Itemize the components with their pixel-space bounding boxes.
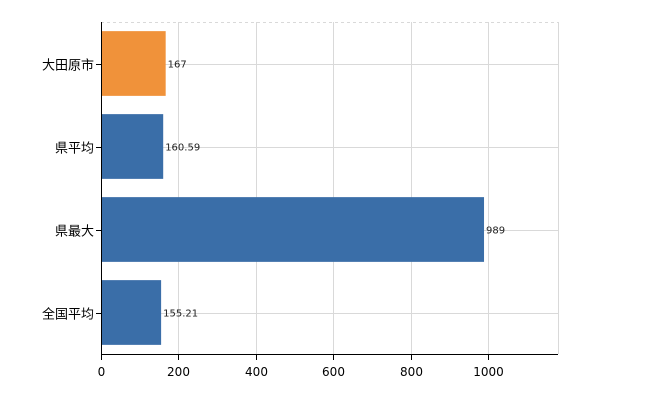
y-tick-label: 全国平均 [42,307,94,323]
y-tick-label: 大田原市 [42,58,94,74]
data-label: 989 [486,226,505,237]
y-tick-label: 県最大 [55,225,94,240]
bar-3 [101,280,162,345]
data-label: 155.21 [163,309,198,320]
bars [101,31,485,345]
y-tick-label: 県平均 [55,142,94,157]
bar-2 [101,197,485,262]
x-tick-label: 800 [400,365,423,379]
data-label: 160.59 [165,143,200,154]
data-labels: 167 160.59 989 155.21 [163,60,505,320]
x-tick-label: 400 [245,365,268,379]
bar-0 [101,31,166,96]
x-tick-label: 0 [98,365,106,379]
x-tick-label: 1000 [473,365,504,379]
bar-1 [101,114,164,179]
x-tick-label: 200 [167,365,190,379]
x-tick-label: 600 [322,365,345,379]
data-label: 167 [168,60,187,71]
grid-lines [101,22,559,354]
